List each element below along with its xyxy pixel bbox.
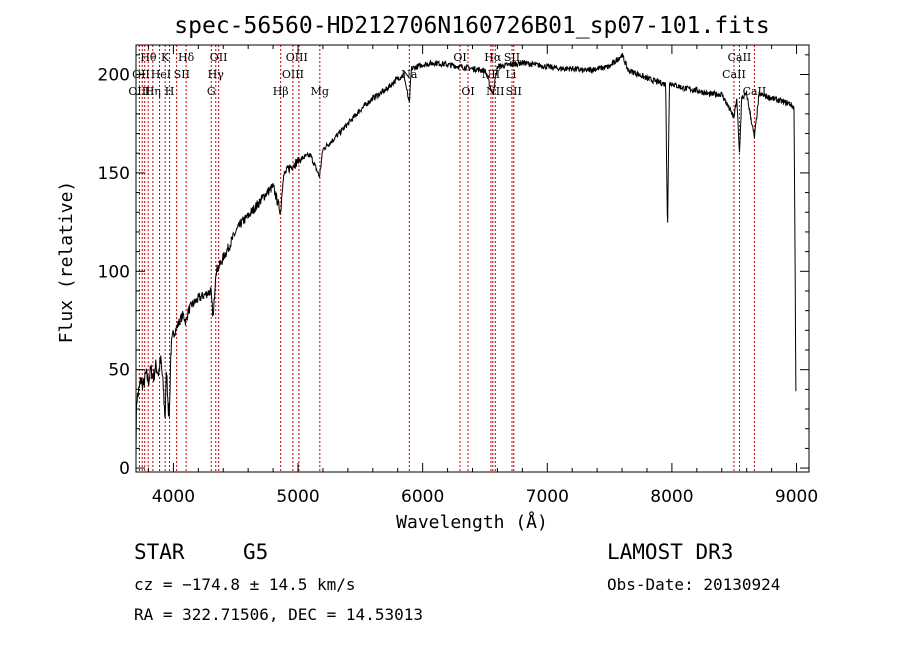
line-label-26: SII: [506, 85, 522, 98]
x-tick-label: 5000: [276, 487, 319, 507]
line-label-10: HeI: [151, 68, 171, 81]
y-tick-label: 0: [119, 459, 130, 479]
line-label-25: NII: [486, 85, 504, 98]
y-axis-ticks: 0 50 100 150 200: [98, 54, 809, 479]
y-tick-label: 150: [98, 164, 130, 184]
y-tick-label: 50: [108, 361, 130, 381]
spectrum-series-line: [135, 52, 797, 457]
line-label-17: CaII: [722, 68, 746, 81]
line-label-24: OI: [461, 85, 474, 98]
line-label-4: OIII: [286, 51, 308, 64]
line-label-22: Hβ: [273, 85, 289, 98]
line-label-3: OII: [210, 51, 228, 64]
y-tick-label: 200: [98, 66, 130, 86]
line-label-20: H: [165, 85, 175, 98]
line-label-23: Mg: [311, 85, 329, 98]
x-axis-label: Wavelength (Å): [396, 511, 548, 533]
y-tick-label: 100: [98, 262, 130, 282]
spectral-line-markers: [138, 45, 755, 472]
redshift-velocity: cz = −174.8 ± 14.5 km/s: [134, 575, 356, 594]
line-label-16: Li: [505, 68, 516, 81]
line-label-21: G: [207, 85, 216, 98]
ra-dec-coordinates: RA = 322.71506, DEC = 14.53013: [134, 605, 423, 624]
x-axis-ticks: 4000 5000 6000 7000 8000 9000: [147, 45, 818, 507]
y-axis-label: Flux (relative): [56, 181, 77, 344]
line-label-19: Hη: [145, 85, 161, 98]
line-label-7: SII: [504, 51, 520, 64]
line-label-0: Hθ: [140, 51, 157, 64]
line-label-12: Hγ: [208, 68, 225, 81]
x-tick-label: 4000: [152, 487, 195, 507]
chart-title: spec-56560-HD212706N160726B01_sp07-101.f…: [174, 13, 769, 39]
object-class: STAR: [134, 540, 185, 564]
x-tick-label: 9000: [775, 487, 818, 507]
line-label-1: K: [161, 51, 170, 64]
x-tick-label: 6000: [401, 487, 444, 507]
x-tick-label: 7000: [526, 487, 569, 507]
line-label-5: OI: [453, 51, 466, 64]
line-label-18: OIII: [128, 85, 150, 98]
survey-name: LAMOST DR3: [607, 540, 733, 564]
line-label-13: OIII: [282, 68, 304, 81]
line-label-8: CaII: [728, 51, 752, 64]
plot-frame: [135, 44, 810, 473]
object-subclass: G5: [243, 540, 268, 564]
line-label-14: Na: [401, 68, 418, 81]
line-label-6: Hα: [484, 51, 502, 64]
line-label-2: Hδ: [178, 51, 195, 64]
line-label-11: SII: [174, 68, 190, 81]
observation-date: Obs-Date: 20130924: [607, 575, 780, 594]
x-tick-label: 8000: [650, 487, 693, 507]
